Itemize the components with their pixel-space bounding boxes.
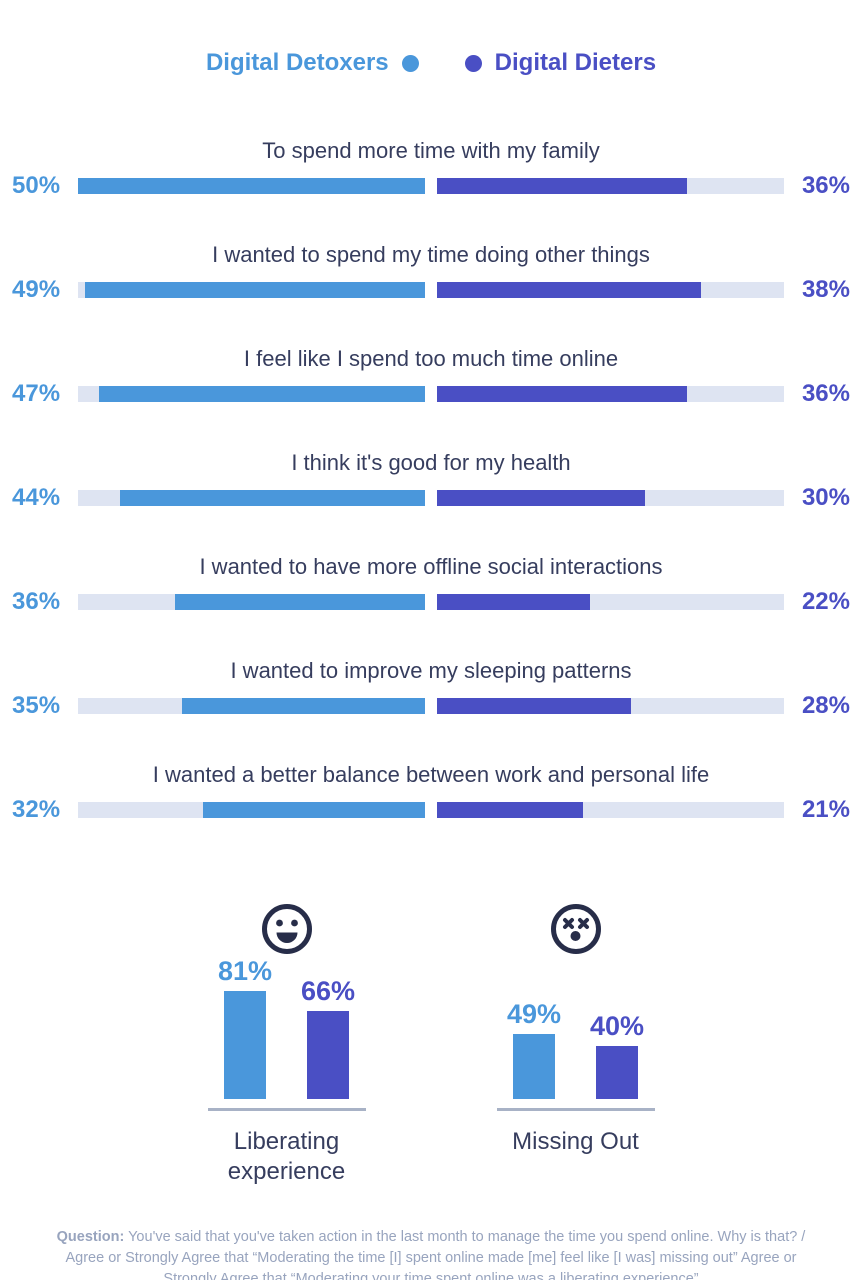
bar-row: I think it's good for my health 44% 30%: [12, 450, 850, 511]
dieters-value-label: 38%: [801, 276, 850, 303]
dieters-track: [437, 594, 784, 610]
dieters-value-label: 28%: [801, 692, 850, 719]
dieters-value-label: 66%: [301, 976, 356, 1006]
footer-note: Question: You've said that you've taken …: [45, 1227, 817, 1280]
detoxers-track: [78, 490, 425, 506]
missing-out-group: 49% 40% Missing Out: [490, 901, 662, 1187]
dieters-bar: [437, 282, 701, 298]
detoxers-track: [78, 594, 425, 610]
dieters-track: [437, 802, 784, 818]
dieters-value-label: 40%: [590, 1011, 645, 1041]
dieters-track: [437, 698, 784, 714]
row-title: To spend more time with my family: [262, 138, 600, 163]
detoxers-value-label: 49%: [12, 276, 61, 303]
detoxers-track: [78, 698, 425, 714]
dieters-track: [437, 178, 784, 194]
dieters-bar: [437, 802, 583, 818]
detoxers-bar: [119, 490, 425, 506]
dieters-value-label: 30%: [801, 484, 850, 511]
detoxers-value-label: 50%: [12, 172, 61, 199]
detoxers-track: [78, 802, 425, 818]
happy-face-icon: [259, 901, 315, 957]
legend-dieters-label: Digital Dieters: [494, 49, 657, 76]
bar-row: I feel like I spend too much time online…: [12, 346, 850, 407]
dieters-bar: [437, 698, 632, 714]
dieters-value-label: 22%: [801, 588, 850, 615]
detoxers-bar: [78, 178, 425, 194]
row-title: I wanted a better balance between work a…: [152, 762, 710, 787]
detoxers-value-label: 49%: [506, 999, 561, 1029]
detoxers-track: [78, 282, 425, 298]
dieters-value-label: 36%: [801, 380, 850, 407]
detoxers-dot-icon: [401, 54, 419, 72]
dieters-dot-icon: [464, 54, 482, 72]
axis-baseline: [207, 1108, 366, 1111]
dieters-bar: [307, 1011, 350, 1099]
axis-baseline: [496, 1108, 655, 1111]
detoxers-bar: [175, 594, 425, 610]
detoxers-bar: [98, 386, 425, 402]
detoxers-bar: [84, 282, 425, 298]
dieters-value-label: 21%: [801, 796, 850, 823]
bar-row: I wanted to have more offline social int…: [12, 554, 850, 615]
detoxers-value-label: 32%: [12, 796, 61, 823]
sentiment-charts: 81% 66% Liberating experience: [0, 901, 862, 1187]
question-label: Question:: [56, 1229, 125, 1245]
legend-detoxers-label: Digital Detoxers: [205, 49, 389, 76]
question-text: You've said that you've taken action in …: [65, 1229, 806, 1280]
bar-row: To spend more time with my family 50% 36…: [12, 138, 850, 199]
dieters-value-label: 36%: [801, 172, 850, 199]
detoxers-bar: [223, 991, 266, 1099]
detoxers-value-label: 44%: [12, 484, 61, 511]
dieters-bar: [437, 594, 590, 610]
bar-row: I wanted a better balance between work a…: [12, 762, 850, 823]
dieters-track: [437, 282, 784, 298]
row-title: I wanted to spend my time doing other th…: [212, 242, 650, 267]
detoxers-track: [78, 178, 425, 194]
bar-row: I wanted to improve my sleeping patterns…: [12, 658, 850, 719]
bar-chart: To spend more time with my family 50% 36…: [0, 138, 862, 823]
dieters-bar: [437, 386, 687, 402]
row-title: I wanted to improve my sleeping patterns: [230, 658, 632, 683]
detoxers-bar: [512, 1034, 555, 1099]
dieters-bar: [596, 1046, 639, 1099]
dieters-track: [437, 490, 784, 506]
detoxers-bar: [182, 698, 425, 714]
row-title: I think it's good for my health: [291, 450, 571, 475]
liberating-experience-group: 81% 66% Liberating experience: [201, 901, 373, 1187]
dizzy-face-icon: [548, 901, 604, 957]
group-label: Missing Out: [512, 1128, 639, 1155]
row-title: I wanted to have more offline social int…: [199, 554, 663, 579]
detoxers-value-label: 81%: [217, 956, 272, 986]
dieters-bar: [437, 490, 646, 506]
legend-item-detoxers: Digital Detoxers: [206, 50, 419, 76]
detoxers-bar: [202, 802, 425, 818]
group-label: Liberating experience: [227, 1128, 346, 1185]
dieters-bar: [437, 178, 687, 194]
detoxers-value-label: 35%: [12, 692, 61, 719]
legend: Digital Detoxers Digital Dieters: [0, 0, 862, 76]
bar-row: I wanted to spend my time doing other th…: [12, 242, 850, 303]
legend-item-dieters: Digital Dieters: [464, 49, 657, 76]
detoxers-value-label: 36%: [12, 588, 61, 615]
row-title: I feel like I spend too much time online: [243, 346, 619, 371]
dieters-track: [437, 386, 784, 402]
detoxers-value-label: 47%: [12, 380, 61, 407]
detoxers-track: [78, 386, 425, 402]
